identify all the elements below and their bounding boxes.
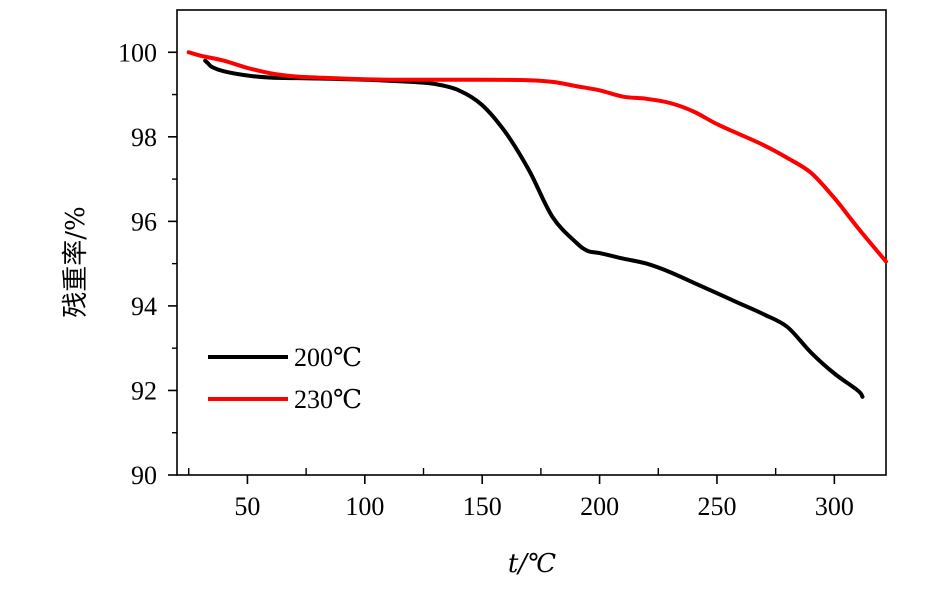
legend-label-230: 230℃ xyxy=(294,385,362,414)
series-lines xyxy=(186,50,888,399)
y-tick-label: 90 xyxy=(131,461,157,490)
x-tick-label: 300 xyxy=(815,492,854,521)
series-line-0 xyxy=(203,58,865,399)
y-tick-label: 94 xyxy=(131,292,157,321)
y-tick-label: 92 xyxy=(131,376,157,405)
legend: 200℃ 230℃ xyxy=(208,343,362,414)
y-tick-label: 98 xyxy=(131,123,157,152)
x-tick-label: 100 xyxy=(345,492,384,521)
y-axis-title: 残重率/% xyxy=(61,206,91,317)
y-tick-label: 100 xyxy=(118,38,157,67)
x-axis-title: t/℃ xyxy=(508,549,556,579)
series-line-1 xyxy=(186,50,888,264)
x-tick-label: 50 xyxy=(234,492,260,521)
x-tick-label: 150 xyxy=(463,492,502,521)
legend-label-200: 200℃ xyxy=(294,343,362,372)
x-tick-label: 200 xyxy=(580,492,619,521)
plot-frame xyxy=(176,9,887,476)
x-tick-label: 250 xyxy=(697,492,736,521)
axis-ticks: 90 92 94 96 98 100 50 100 150 200 250 300 xyxy=(118,38,854,521)
y-tick-label: 96 xyxy=(131,207,157,236)
